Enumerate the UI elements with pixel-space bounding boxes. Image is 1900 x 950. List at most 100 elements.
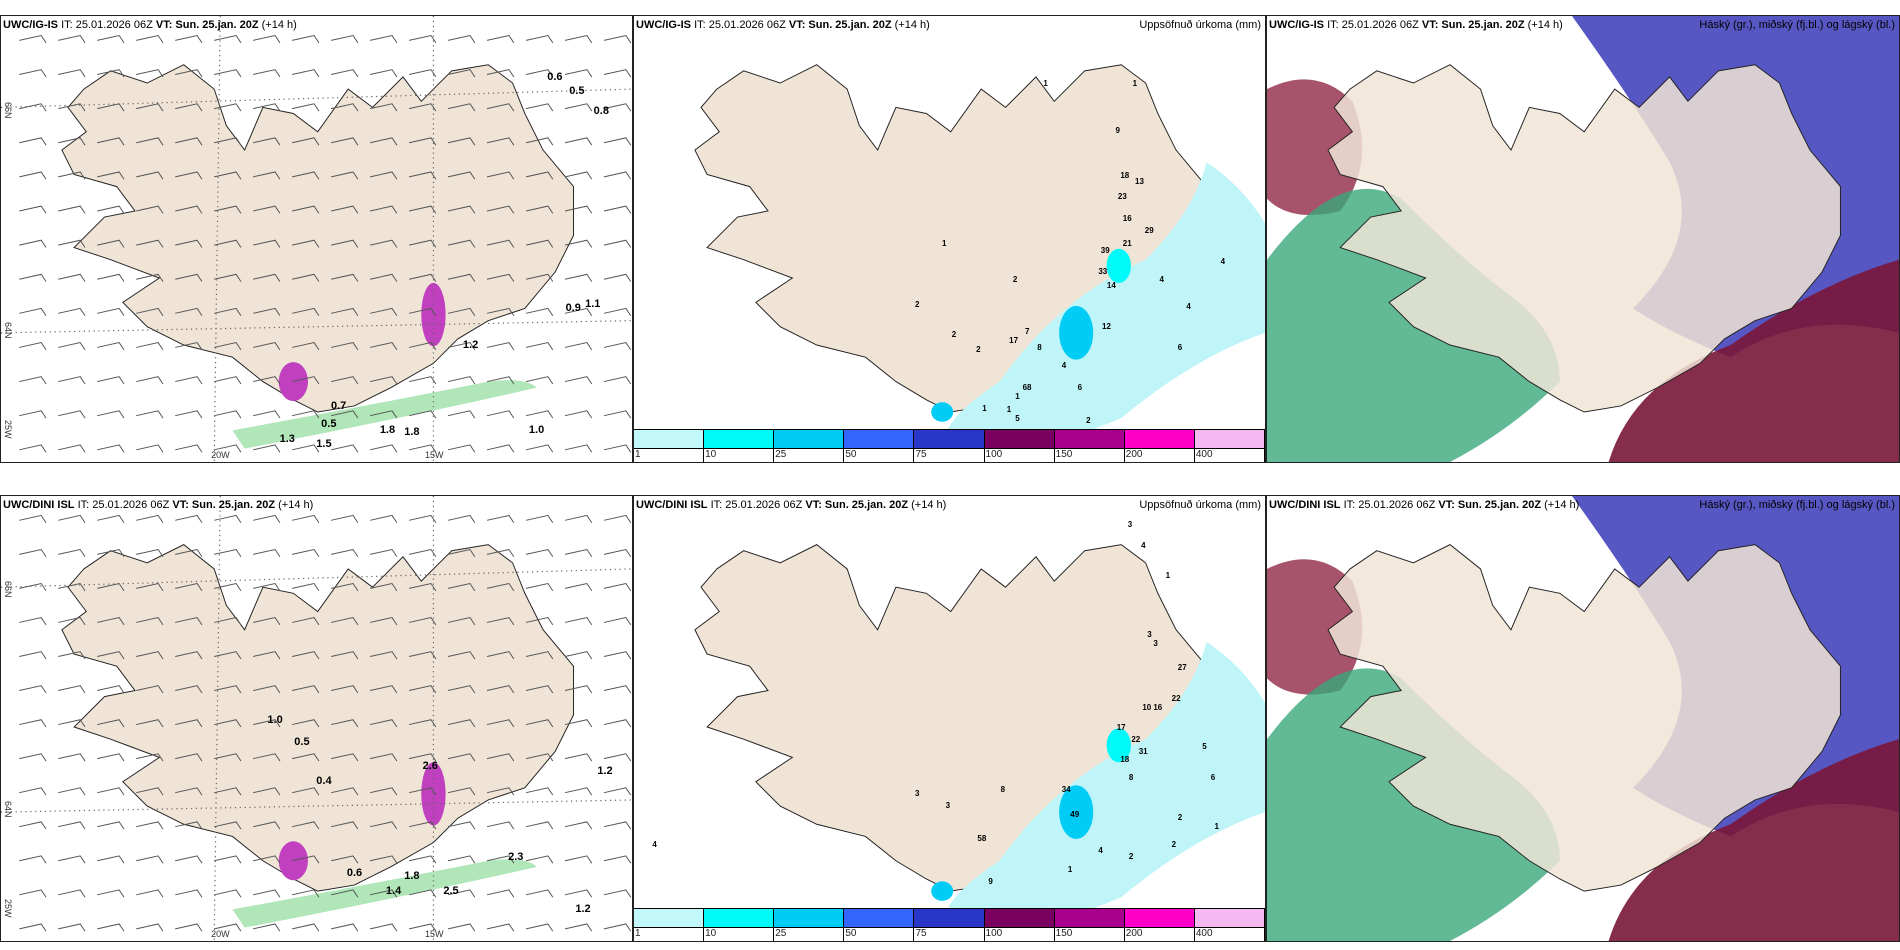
wind-barb [369,753,398,762]
wind-barb [603,548,632,558]
wind-barb [214,103,242,112]
wind-barb [564,787,593,796]
precip-value-label: 17 [1116,722,1126,732]
precip-value-label: 2 [951,330,957,340]
wind-barb [331,787,359,796]
wind-barb [292,205,320,214]
precip-value-label: 10 [1142,703,1152,713]
colorbar-segment: 50 [844,909,915,941]
wind-barb [408,753,437,762]
wind-barb [292,410,320,419]
wind-barb [525,273,554,282]
wind-barb [214,137,242,146]
precip-value-label: 4 [1186,302,1191,312]
wind-barb [19,855,47,864]
init-time: IT: 25.01.2026 06Z [1343,499,1436,511]
wind-barb [525,205,554,214]
wind-barb [97,376,125,385]
precip-value-label: 3 [945,801,951,811]
lead-time: (+14 h) [261,19,297,31]
wind-barb [603,376,632,385]
precip-area [232,380,537,449]
mid-cloud-area [1608,259,1899,462]
wind-barb [486,685,515,694]
wind-barb [369,103,398,112]
precip-value-label: 3 [1147,630,1152,640]
wind-barb [564,582,593,592]
wind-barb [214,719,242,728]
wind-barb [58,69,86,78]
contour-label: 0.6 [547,70,563,83]
wind-barb [603,787,632,796]
wind-barb [292,376,320,385]
wind-barb [564,719,593,728]
contour-label: 1.5 [316,437,332,450]
wind-barb [331,719,359,728]
wind-barb [19,582,47,592]
precip-value-label: 31 [1138,747,1148,757]
wind-barb [486,444,515,453]
colorbar-swatch [844,909,914,928]
wind-barb [486,69,515,78]
wind-barb [214,376,242,385]
wind-barb [331,582,359,592]
init-time: IT: 25.01.2026 06Z [710,499,803,511]
wind-barb [175,103,203,112]
wind-barb [369,307,398,317]
colorbar-segment: 200 [1124,430,1195,462]
wind-barb [564,753,593,762]
wind-barb [564,137,593,146]
colorbar-swatch [914,909,984,928]
wind-barb [603,685,632,694]
wind-barb [408,787,437,796]
wind-barb [58,342,86,351]
wind-barb [175,787,203,796]
wind-barb [175,342,203,351]
precip-value-label: 68 [1022,383,1032,392]
contour-label: 0.7 [330,399,347,412]
wind-barb [253,69,281,78]
field-title: Uppsöfnuð úrkoma (mm) [1139,499,1261,511]
wind-barb [136,548,164,558]
wind-barb [253,889,281,898]
precip-value-label: 49 [1070,809,1080,819]
wind-barb [58,444,86,453]
wind-barb [214,239,242,248]
contour-label: 2.5 [443,885,459,898]
wind-barb [292,137,320,146]
wind-barb [253,855,281,864]
colorbar-swatch [1054,430,1124,449]
wind-barb [447,307,476,317]
wind-barb [369,617,398,626]
valid-time: Sun. 25.jan. 20Z [1441,19,1525,31]
wind-barb [408,821,437,830]
wind-barb [525,514,554,524]
wind-barb [136,205,164,214]
wind-barb [603,444,632,453]
precip-area [944,641,1265,934]
wind-barb [175,205,203,214]
wind-barb [214,410,242,419]
precip-value-label: 4 [1159,275,1164,285]
colorbar-segment: 100 [984,909,1055,941]
wind-barb [486,719,515,728]
precip-value-label: 1 [1015,391,1020,401]
wind-barb [97,685,125,694]
wind-barb [408,617,437,626]
wind-barb [603,889,632,898]
colorbar-swatch [1124,430,1194,449]
wind-barb [175,617,203,626]
wind-barb [19,273,47,282]
wind-barb [408,69,437,78]
colorbar-tick: 400 [1195,449,1213,460]
precip-value-label: 9 [1115,125,1120,135]
wind-barb [486,514,515,524]
colorbar-tick: 100 [985,449,1003,460]
wind-barb [486,651,515,660]
cloud-cover-chart-panel-top: UWC/IG-IS IT: 25.01.2026 06Z VT: Sun. 25… [1266,15,1900,463]
wind-barb [525,787,554,796]
precip-value-label: 4 [1220,256,1226,266]
colorbar-tick: 10 [705,449,717,460]
wind-barb [58,821,86,830]
wind-barb [408,855,437,864]
